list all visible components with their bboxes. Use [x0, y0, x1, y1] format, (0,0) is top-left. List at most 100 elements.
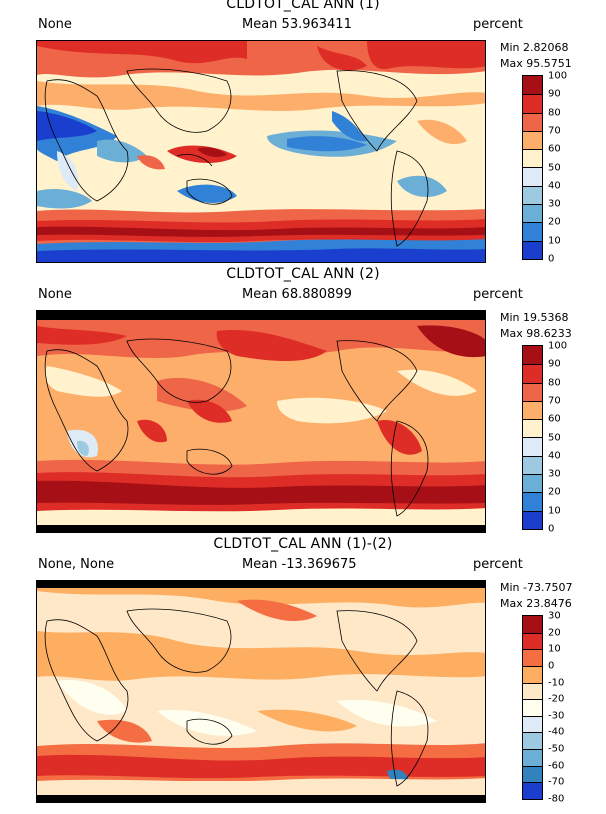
colorbar-segment	[523, 94, 542, 113]
colorbar-segment	[523, 419, 542, 438]
colorbar-segment	[523, 715, 542, 733]
colorbar-segment	[523, 492, 542, 511]
colorbar-tick-label: -20	[548, 693, 565, 705]
colorbar	[522, 75, 543, 260]
case-label: None, None	[38, 557, 115, 572]
colorbar	[522, 615, 543, 800]
colorbar-segment	[523, 765, 542, 783]
colorbar-ticks: 100 90 80 70 60 50 40 30 20 10 0	[548, 341, 588, 535]
colorbar-tick-label: 20	[548, 486, 561, 498]
colorbar-segment	[523, 364, 542, 383]
colorbar-tick-label: 90	[548, 88, 561, 100]
colorbar-tick-label: 40	[548, 450, 561, 462]
colorbar-segment	[523, 749, 542, 766]
case-label: None	[38, 287, 72, 302]
mean-label: Mean 68.880899	[242, 287, 352, 302]
map-field-svg	[37, 311, 485, 532]
colorbar-tick-label: 70	[548, 125, 561, 137]
colorbar-tick-label: 50	[548, 162, 561, 173]
map-panel-1: CLDTOT_CAL ANN (1) None Mean 53.963411 p…	[0, 0, 606, 270]
colorbar-segment	[523, 346, 542, 365]
colorbar-tick-label: 10	[548, 235, 561, 247]
min-max-stats: Min -73.7507 Max 23.8476	[500, 580, 572, 612]
colorbar-tick-label: 10	[548, 505, 561, 517]
world-map-cloud-field	[36, 580, 486, 803]
colorbar-segment	[523, 455, 542, 475]
colorbar-segment	[523, 474, 542, 493]
colorbar-tick-label: -60	[548, 760, 565, 772]
colorbar-segment	[523, 682, 542, 700]
colorbar-segment	[523, 167, 542, 186]
colorbar-ticks: 30 20 10 0 -10 -20 -30 -40 -50 -60 -70 -80	[548, 611, 588, 805]
colorbar-tick-label: 0	[548, 660, 555, 672]
colorbar-tick-label: 20	[548, 216, 561, 228]
colorbar-tick-label: -40	[548, 726, 565, 738]
min-max-stats: Min 2.82068 Max 95.5751	[500, 40, 572, 72]
colorbar-segment	[523, 782, 542, 799]
max-label: Max 23.8476	[500, 597, 572, 610]
colorbar-segment	[523, 112, 542, 131]
colorbar-segment	[523, 437, 542, 456]
units-label: percent	[473, 287, 523, 302]
colorbar-tick-label: 50	[548, 432, 561, 443]
colorbar-tick-label: -30	[548, 710, 565, 722]
colorbar-tick-label: 40	[548, 180, 561, 192]
panel-title: CLDTOT_CAL ANN (2)	[226, 266, 380, 282]
min-label: Min -73.7507	[500, 581, 573, 594]
units-label: percent	[473, 557, 523, 572]
colorbar-tick-label: 0	[548, 253, 555, 265]
mean-label: Mean 53.963411	[242, 17, 352, 32]
colorbar-segment	[523, 510, 542, 529]
colorbar-tick-label: 60	[548, 143, 561, 155]
colorbar-tick-label: 100	[548, 340, 568, 352]
units-label: percent	[473, 17, 523, 32]
colorbar-tick-label: 10	[548, 643, 561, 655]
min-label: Min 2.82068	[500, 41, 569, 54]
world-map-cloud-field	[36, 310, 486, 533]
coastlines	[44, 608, 429, 787]
colorbar-tick-label: 60	[548, 413, 561, 425]
coastlines	[44, 338, 429, 517]
colorbar-tick-label: 80	[548, 107, 561, 119]
colorbar-segment	[523, 204, 542, 223]
colorbar-segment	[523, 699, 542, 716]
case-label: None	[38, 17, 72, 32]
colorbar-segment	[523, 130, 542, 150]
map-field-svg	[37, 581, 485, 802]
map-field-svg	[37, 41, 485, 262]
panel-title: CLDTOT_CAL ANN (1)	[226, 0, 380, 12]
colorbar-tick-label: 100	[548, 70, 568, 82]
colorbar-ticks: 100 90 80 70 60 50 40 30 20 10 0	[548, 71, 588, 265]
colorbar-tick-label: 0	[548, 523, 555, 535]
colorbar	[522, 345, 543, 530]
coastlines	[44, 68, 429, 247]
colorbar-segment	[523, 400, 542, 420]
colorbar-tick-label: -80	[548, 793, 565, 805]
colorbar-tick-label: 30	[548, 468, 561, 480]
colorbar-tick-label: 90	[548, 358, 561, 370]
map-panel-3: CLDTOT_CAL ANN (1)-(2) None, None Mean -…	[0, 536, 606, 810]
colorbar-segment	[523, 616, 542, 633]
colorbar-segment	[523, 222, 542, 241]
colorbar-tick-label: -10	[548, 677, 565, 689]
colorbar-tick-label: 20	[548, 627, 561, 639]
colorbar-segment	[523, 382, 542, 401]
map-panel-2: CLDTOT_CAL ANN (2) None Mean 68.880899 p…	[0, 266, 606, 540]
colorbar-segment	[523, 240, 542, 259]
panel-title: CLDTOT_CAL ANN (1)-(2)	[213, 536, 393, 552]
colorbar-segment	[523, 649, 542, 666]
colorbar-segment	[523, 732, 542, 749]
colorbar-tick-label: 30	[548, 198, 561, 210]
mean-label: Mean -13.369675	[242, 557, 357, 572]
colorbar-tick-label: -70	[548, 776, 565, 788]
min-label: Min 19.5368	[500, 311, 569, 324]
min-max-stats: Min 19.5368 Max 98.6233	[500, 310, 572, 342]
colorbar-segment	[523, 632, 542, 650]
colorbar-tick-label: 70	[548, 395, 561, 407]
world-map-cloud-field	[36, 40, 486, 263]
colorbar-segment	[523, 665, 542, 683]
colorbar-segment	[523, 185, 542, 205]
colorbar-tick-label: -50	[548, 743, 565, 755]
colorbar-segment	[523, 149, 542, 168]
colorbar-tick-label: 30	[548, 610, 561, 622]
